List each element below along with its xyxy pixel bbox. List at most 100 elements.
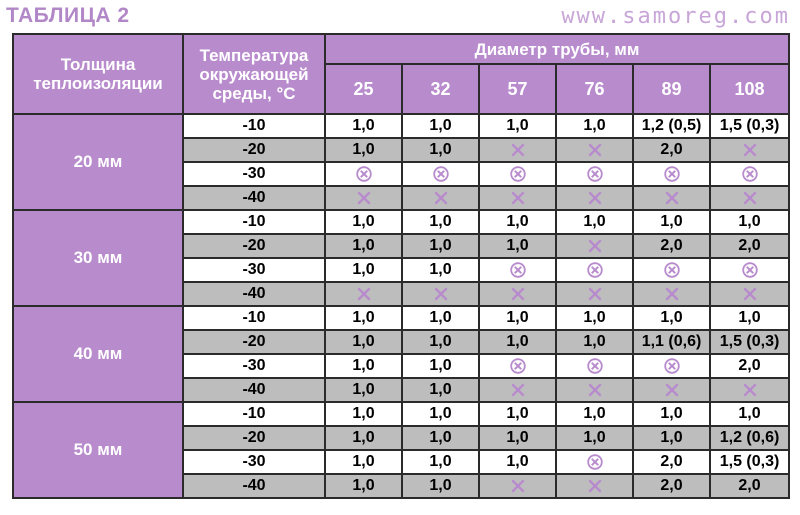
diameter-25: 25 (324, 63, 403, 115)
value-cell: 1,0 (401, 137, 480, 163)
cross-icon (555, 473, 634, 499)
temperature-cell: -30 (182, 353, 326, 379)
value-cell: 1,0 (324, 233, 403, 259)
value-cell: 2,0 (632, 473, 711, 499)
value-cell: 1,0 (478, 209, 557, 235)
thickness-label: 30 мм (12, 209, 184, 307)
temperature-cell: -10 (182, 113, 326, 139)
circled-cross-icon (324, 161, 403, 187)
value-cell: 1,0 (708, 401, 791, 427)
value-cell: 1,0 (324, 305, 403, 331)
value-cell: 2,0 (632, 233, 711, 259)
temperature-cell: -30 (182, 161, 326, 187)
value-cell: 1,5 (0,3) (708, 449, 791, 475)
value-cell: 1,0 (324, 113, 403, 139)
cross-icon (401, 281, 480, 307)
circled-cross-icon (555, 257, 634, 283)
cross-icon (478, 185, 557, 211)
circled-cross-icon (555, 449, 634, 475)
circled-cross-icon (632, 353, 711, 379)
value-cell: 1,0 (401, 209, 480, 235)
value-cell: 1,0 (401, 353, 480, 379)
table-row: -20 1,0 1,0 2,0 (13, 137, 791, 163)
value-cell: 1,0 (401, 377, 480, 403)
value-cell: 1,0 (324, 425, 403, 451)
insulation-table: Толщина теплоизоляции Температура окружа… (12, 33, 791, 499)
thickness-label: 20 мм (12, 113, 184, 211)
value-cell: 1,0 (555, 425, 634, 451)
cross-icon (708, 281, 791, 307)
temperature-cell: -10 (182, 401, 326, 427)
temperature-cell: -30 (182, 449, 326, 475)
value-cell: 1,0 (478, 305, 557, 331)
value-cell: 2,0 (632, 449, 711, 475)
cross-icon (632, 377, 711, 403)
temperature-cell: -20 (182, 137, 326, 163)
temperature-cell: -30 (182, 257, 326, 283)
value-cell: 1,0 (401, 449, 480, 475)
table-row: -30 (13, 161, 791, 187)
value-cell: 1,0 (555, 401, 634, 427)
value-cell: 1,0 (401, 233, 480, 259)
diameter-57: 57 (478, 63, 557, 115)
value-cell: 1,0 (401, 305, 480, 331)
cross-icon (555, 281, 634, 307)
circled-cross-icon (478, 353, 557, 379)
table-row: -20 1,0 1,0 1,0 1,0 1,1 (0,6) 1,5 (0,3) (13, 329, 791, 355)
temperature-cell: -20 (182, 233, 326, 259)
table-row: 50 мм -10 1,0 1,0 1,0 1,0 1,0 1,0 (12, 401, 791, 499)
cross-icon (632, 281, 711, 307)
cross-icon (478, 377, 557, 403)
value-cell: 1,0 (324, 209, 403, 235)
diameter-header: Диаметр трубы, мм (323, 33, 791, 65)
circled-cross-icon (555, 353, 634, 379)
circled-cross-icon (401, 161, 480, 187)
cross-icon (708, 185, 791, 211)
value-cell: 1,0 (324, 257, 403, 283)
cross-icon (555, 185, 634, 211)
temperature-cell: -20 (182, 329, 326, 355)
website-watermark: www.samoreg.com (561, 4, 790, 29)
value-cell: 1,0 (324, 329, 403, 355)
table-row: -30 1,0 1,0 (13, 257, 791, 283)
temperature-cell: -40 (182, 473, 326, 499)
value-cell: 1,2 (0,5) (632, 113, 711, 139)
table-row: -40 (13, 281, 791, 307)
table-row: -30 1,0 1,0 1,0 2,0 1,5 (0,3) (13, 449, 791, 475)
table-row: -20 1,0 1,0 1,0 2,0 2,0 (13, 233, 791, 259)
table-row: 20 мм -10 1,0 1,0 1,0 1,0 1,2 (0,5) 1,5 (0,3) (12, 113, 791, 211)
cross-icon (401, 185, 480, 211)
cross-icon (708, 377, 791, 403)
value-cell: 2,0 (708, 353, 791, 379)
thickness-label: 40 мм (12, 305, 184, 403)
temperature-cell: -40 (182, 185, 326, 211)
diameter-89: 89 (632, 63, 711, 115)
table-row: -40 (13, 185, 791, 211)
value-cell: 1,0 (401, 113, 480, 139)
diameter-76: 76 (555, 63, 634, 115)
value-cell: 1,0 (555, 209, 634, 235)
value-cell: 1,0 (478, 449, 557, 475)
value-cell: 1,0 (478, 113, 557, 139)
value-cell: 1,0 (478, 401, 557, 427)
value-cell: 1,0 (324, 137, 403, 163)
table-row: -20 1,0 1,0 1,0 1,0 1,0 1,2 (0,6) (13, 425, 791, 451)
page-title: ТАБЛИЦА 2 (6, 4, 130, 27)
value-cell: 2,0 (708, 473, 791, 499)
temperature-cell: -20 (182, 425, 326, 451)
circled-cross-icon (478, 161, 557, 187)
value-cell: 1,0 (478, 233, 557, 259)
value-cell: 1,1 (0,6) (632, 329, 711, 355)
cross-icon (632, 185, 711, 211)
circled-cross-icon (708, 161, 791, 187)
table-row: -30 1,0 1,0 2,0 (13, 353, 791, 379)
value-cell: 1,0 (478, 425, 557, 451)
value-cell: 1,0 (401, 257, 480, 283)
value-cell: 1,0 (632, 209, 711, 235)
circled-cross-icon (632, 161, 711, 187)
circled-cross-icon (632, 257, 711, 283)
table-row: -40 1,0 1,0 (13, 377, 791, 403)
value-cell: 1,0 (708, 305, 791, 331)
value-cell: 1,2 (0,6) (708, 425, 791, 451)
cross-icon (324, 185, 403, 211)
